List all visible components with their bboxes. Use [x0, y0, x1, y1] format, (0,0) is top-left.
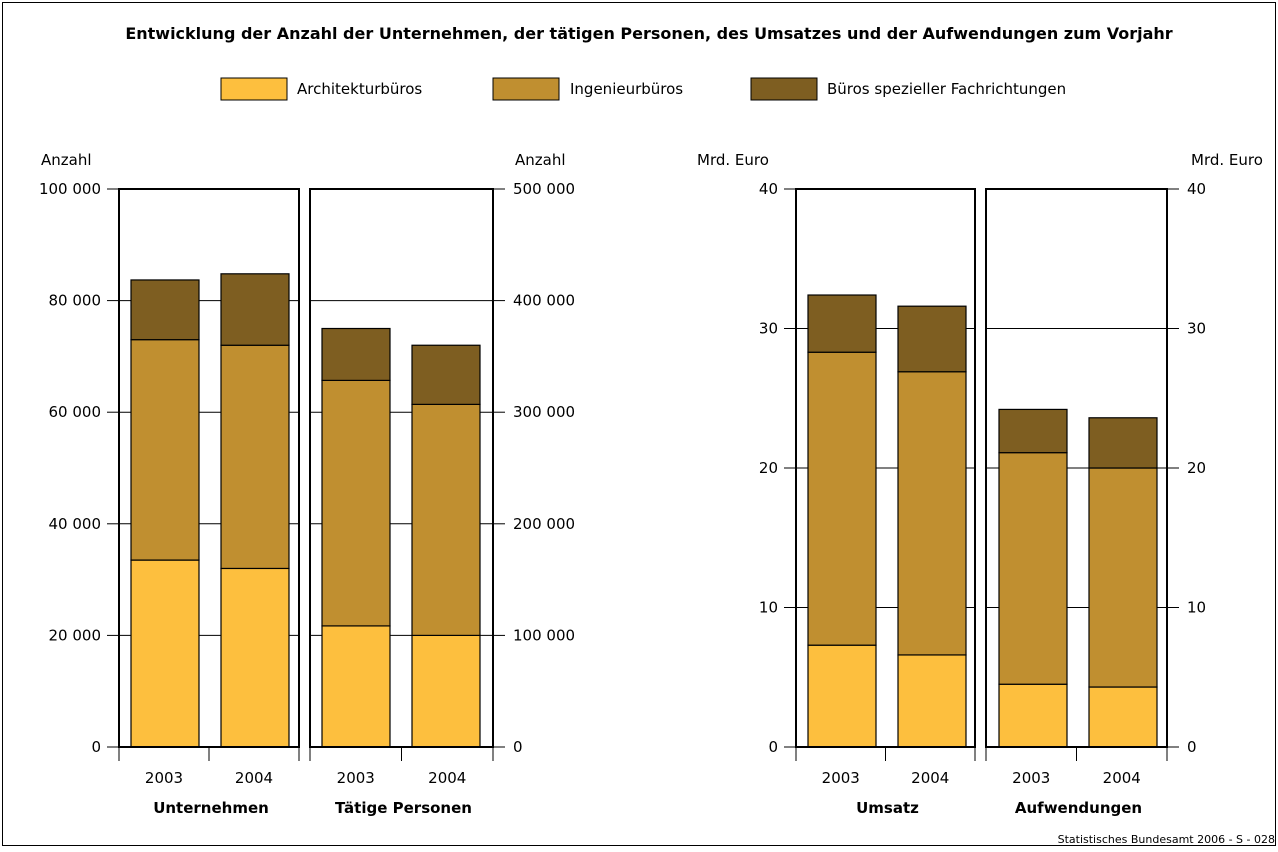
y-tick-label: 0	[768, 738, 778, 756]
y-tick-label: 400 000	[513, 292, 575, 310]
bar-segment	[807, 644, 877, 748]
legend: Architekturbüros Ingenieurbüros Büros spez…	[220, 77, 1066, 101]
y-tick-label: 30	[759, 320, 778, 338]
y-tick-label: 40	[759, 180, 778, 198]
y-tick-label: 40 000	[49, 515, 102, 533]
bar-segment	[321, 327, 391, 381]
y-tick-label: 100 000	[513, 626, 575, 644]
y-tick-label: 0	[91, 738, 101, 756]
bar-segment	[1088, 686, 1158, 748]
bar-segment	[897, 305, 967, 373]
y-tick-label: 200 000	[513, 515, 575, 533]
source-note: Statistisches Bundesamt 2006 - S - 028	[1058, 833, 1275, 846]
category-label: 2004	[235, 769, 273, 787]
bar-segment	[321, 625, 391, 748]
category-label: 2003	[337, 769, 375, 787]
bar-segment	[411, 403, 481, 636]
bar-segment	[897, 371, 967, 656]
legend-label: Ingenieurbüros	[570, 80, 683, 98]
category-label: 2004	[1103, 769, 1141, 787]
bar-segment	[897, 654, 967, 748]
y-tick-label: 100 000	[39, 180, 101, 198]
chart-title: Entwicklung der Anzahl der Unternehmen, …	[125, 24, 1172, 43]
bar-segment	[130, 279, 200, 341]
panel-title: Umsatz	[856, 799, 919, 817]
axes: 2003 2004 Unternehmen 2003 2004 Tätige Person…	[39, 151, 1263, 817]
y-tick-label: 500 000	[513, 180, 575, 198]
y-tick-label: 20	[759, 459, 778, 477]
y-tick-label: 10	[759, 599, 778, 617]
y-tick-label: 30	[1187, 320, 1206, 338]
y-tick-label: 20 000	[49, 626, 102, 644]
y-tick-label: 0	[513, 738, 523, 756]
bar-segment	[130, 339, 200, 561]
legend-swatch	[750, 77, 818, 101]
legend-label: Architekturbüros	[297, 80, 422, 98]
legend-swatch	[492, 77, 560, 101]
bar-segment	[998, 683, 1068, 748]
bar-segment	[411, 634, 481, 748]
category-label: 2004	[428, 769, 466, 787]
axis-unit-label: Anzahl	[515, 151, 566, 169]
legend-swatch	[220, 77, 288, 101]
category-label: 2003	[145, 769, 183, 787]
legend-label: Büros spezieller Fachrichtungen	[827, 80, 1066, 98]
bar-segment	[807, 294, 877, 353]
y-tick-label: 20	[1187, 459, 1206, 477]
bar-segment	[807, 351, 877, 646]
bar-segment	[1088, 467, 1158, 688]
chart-svg: Entwicklung der Anzahl der Unternehmen, …	[39, 24, 1275, 846]
y-tick-label: 80 000	[49, 292, 102, 310]
y-tick-label: 40	[1187, 180, 1206, 198]
bar-segment	[220, 567, 290, 748]
axis-unit-label: Anzahl	[41, 151, 92, 169]
panel-title: Unternehmen	[153, 799, 269, 817]
axis-unit-label: Mrd. Euro	[1191, 151, 1263, 169]
category-label: 2004	[911, 769, 949, 787]
y-tick-label: 10	[1187, 599, 1206, 617]
bar-segment	[130, 559, 200, 748]
y-tick-label: 60 000	[49, 403, 102, 421]
bar-segment	[321, 379, 391, 627]
panel-title: Aufwendungen	[1015, 799, 1142, 817]
bar-segment	[998, 408, 1068, 454]
y-tick-label: 0	[1187, 738, 1197, 756]
panel-title: Tätige Personen	[335, 799, 472, 817]
bar-segment	[1088, 417, 1158, 469]
bars	[130, 273, 1158, 748]
y-tick-label: 300 000	[513, 403, 575, 421]
category-label: 2003	[822, 769, 860, 787]
bar-segment	[220, 273, 290, 346]
bar-segment	[220, 344, 290, 570]
bar-segment	[411, 344, 481, 405]
category-label: 2003	[1012, 769, 1050, 787]
bar-segment	[998, 452, 1068, 685]
axis-unit-label: Mrd. Euro	[697, 151, 769, 169]
